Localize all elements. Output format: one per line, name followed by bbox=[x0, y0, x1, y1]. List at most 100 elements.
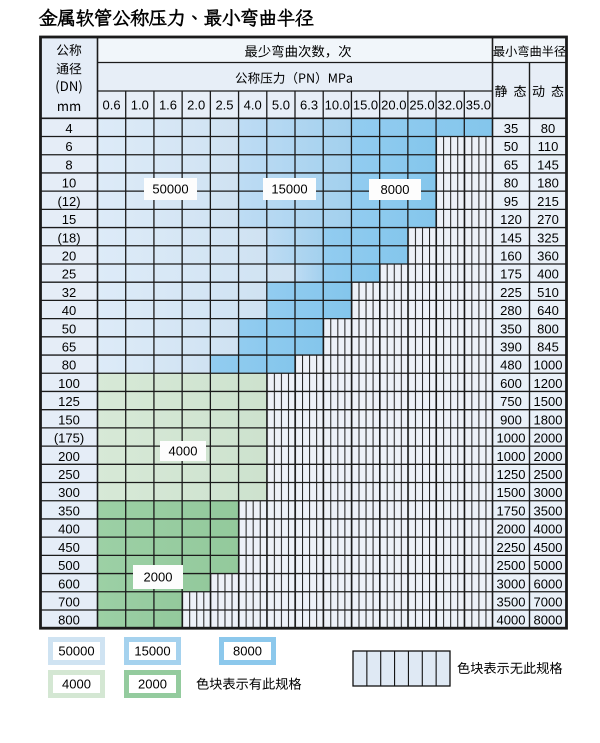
svg-text:95: 95 bbox=[504, 194, 518, 209]
svg-text:510: 510 bbox=[537, 285, 559, 300]
svg-text:150: 150 bbox=[58, 412, 80, 427]
svg-text:2250: 2250 bbox=[497, 540, 526, 555]
svg-text:4: 4 bbox=[65, 121, 72, 136]
svg-text:(18): (18) bbox=[57, 230, 80, 245]
svg-text:145: 145 bbox=[500, 230, 522, 245]
svg-text:4.0: 4.0 bbox=[244, 97, 262, 112]
svg-text:120: 120 bbox=[500, 212, 522, 227]
svg-text:15.0: 15.0 bbox=[353, 97, 378, 112]
svg-text:25: 25 bbox=[62, 267, 76, 282]
svg-text:65: 65 bbox=[504, 157, 518, 172]
svg-text:15000: 15000 bbox=[271, 182, 307, 197]
svg-text:4000: 4000 bbox=[534, 522, 563, 537]
svg-text:2.5: 2.5 bbox=[215, 97, 233, 112]
svg-text:80: 80 bbox=[504, 176, 518, 191]
svg-text:400: 400 bbox=[537, 267, 559, 282]
svg-text:80: 80 bbox=[62, 358, 76, 373]
svg-text:180: 180 bbox=[537, 176, 559, 191]
svg-text:6.3: 6.3 bbox=[300, 97, 318, 112]
svg-text:270: 270 bbox=[537, 212, 559, 227]
svg-text:1250: 1250 bbox=[497, 467, 526, 482]
svg-text:350: 350 bbox=[500, 321, 522, 336]
svg-text:35: 35 bbox=[504, 121, 518, 136]
svg-text:20.0: 20.0 bbox=[381, 97, 406, 112]
svg-text:600: 600 bbox=[500, 376, 522, 391]
svg-text:325: 325 bbox=[537, 230, 559, 245]
svg-text:215: 215 bbox=[537, 194, 559, 209]
svg-text:10: 10 bbox=[62, 176, 76, 191]
svg-text:25.0: 25.0 bbox=[409, 97, 434, 112]
svg-text:3500: 3500 bbox=[534, 503, 563, 518]
svg-text:360: 360 bbox=[537, 249, 559, 264]
svg-text:2500: 2500 bbox=[534, 467, 563, 482]
svg-text:50: 50 bbox=[62, 321, 76, 336]
svg-text:5.0: 5.0 bbox=[272, 97, 290, 112]
svg-text:175: 175 bbox=[500, 267, 522, 282]
svg-text:40: 40 bbox=[62, 303, 76, 318]
svg-text:280: 280 bbox=[500, 303, 522, 318]
svg-text:(175): (175) bbox=[54, 431, 84, 446]
svg-text:700: 700 bbox=[58, 595, 80, 610]
svg-text:6: 6 bbox=[65, 139, 72, 154]
svg-text:800: 800 bbox=[58, 613, 80, 628]
svg-text:4000: 4000 bbox=[497, 613, 526, 628]
svg-text:7000: 7000 bbox=[534, 595, 563, 610]
svg-text:80: 80 bbox=[541, 121, 555, 136]
svg-text:4000: 4000 bbox=[62, 677, 91, 692]
svg-text:390: 390 bbox=[500, 340, 522, 355]
svg-text:4500: 4500 bbox=[534, 540, 563, 555]
svg-text:640: 640 bbox=[537, 303, 559, 318]
svg-text:250: 250 bbox=[58, 467, 80, 482]
svg-text:125: 125 bbox=[58, 394, 80, 409]
svg-text:1000: 1000 bbox=[497, 449, 526, 464]
svg-text:8000: 8000 bbox=[381, 182, 410, 197]
svg-text:1200: 1200 bbox=[534, 376, 563, 391]
svg-text:2000: 2000 bbox=[144, 570, 173, 585]
svg-text:900: 900 bbox=[500, 412, 522, 427]
svg-text:145: 145 bbox=[537, 157, 559, 172]
svg-text:1500: 1500 bbox=[534, 394, 563, 409]
svg-text:8: 8 bbox=[65, 157, 72, 172]
svg-text:1800: 1800 bbox=[534, 412, 563, 427]
svg-text:8000: 8000 bbox=[534, 613, 563, 628]
svg-text:3000: 3000 bbox=[534, 485, 563, 500]
svg-text:15: 15 bbox=[62, 212, 76, 227]
svg-text:2000: 2000 bbox=[497, 522, 526, 537]
svg-text:1000: 1000 bbox=[534, 358, 563, 373]
svg-text:160: 160 bbox=[500, 249, 522, 264]
svg-text:35.0: 35.0 bbox=[466, 97, 491, 112]
svg-text:1750: 1750 bbox=[497, 503, 526, 518]
svg-text:2500: 2500 bbox=[497, 558, 526, 573]
svg-text:(12): (12) bbox=[57, 194, 80, 209]
svg-text:2.0: 2.0 bbox=[187, 97, 205, 112]
svg-text:750: 750 bbox=[500, 394, 522, 409]
svg-text:1.0: 1.0 bbox=[131, 97, 149, 112]
svg-text:2000: 2000 bbox=[534, 449, 563, 464]
svg-text:1.6: 1.6 bbox=[159, 97, 177, 112]
svg-text:3000: 3000 bbox=[497, 576, 526, 591]
svg-text:350: 350 bbox=[58, 503, 80, 518]
svg-text:110: 110 bbox=[538, 139, 559, 154]
svg-text:50: 50 bbox=[504, 139, 518, 154]
svg-text:15000: 15000 bbox=[134, 644, 170, 659]
svg-text:2000: 2000 bbox=[138, 677, 167, 692]
svg-text:4000: 4000 bbox=[169, 444, 198, 459]
svg-text:3500: 3500 bbox=[497, 595, 526, 610]
svg-text:200: 200 bbox=[58, 449, 80, 464]
svg-text:480: 480 bbox=[500, 358, 522, 373]
svg-text:300: 300 bbox=[58, 485, 80, 500]
svg-text:0.6: 0.6 bbox=[103, 97, 121, 112]
svg-text:2000: 2000 bbox=[534, 431, 563, 446]
svg-text:5000: 5000 bbox=[534, 558, 563, 573]
svg-text:50000: 50000 bbox=[58, 644, 94, 659]
svg-text:20: 20 bbox=[62, 249, 76, 264]
svg-text:65: 65 bbox=[62, 340, 76, 355]
svg-text:225: 225 bbox=[500, 285, 522, 300]
svg-text:6000: 6000 bbox=[534, 576, 563, 591]
svg-text:100: 100 bbox=[58, 376, 80, 391]
svg-text:10.0: 10.0 bbox=[325, 97, 350, 112]
svg-text:50000: 50000 bbox=[152, 182, 188, 197]
svg-text:32: 32 bbox=[62, 285, 76, 300]
svg-text:450: 450 bbox=[58, 540, 80, 555]
svg-text:8000: 8000 bbox=[233, 644, 262, 659]
